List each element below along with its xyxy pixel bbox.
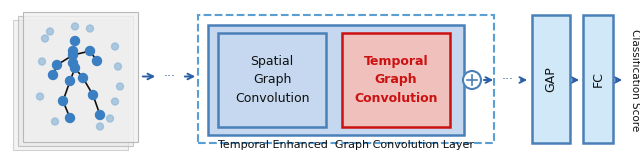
Text: Classification Score: Classification Score (630, 29, 640, 131)
Bar (583, 15, 613, 143)
Bar (13, 19, 127, 149)
Bar (532, 15, 570, 143)
Text: Temporal
Graph
Convolution: Temporal Graph Convolution (355, 54, 438, 106)
Bar (218, 33, 326, 127)
Circle shape (79, 73, 88, 82)
Bar (208, 25, 464, 135)
Circle shape (68, 58, 77, 67)
Circle shape (86, 25, 93, 32)
Circle shape (116, 83, 124, 90)
Circle shape (42, 35, 49, 42)
Bar (198, 15, 494, 143)
Text: Temporal Enhanced  Graph Convolution Layer: Temporal Enhanced Graph Convolution Laye… (218, 140, 474, 150)
Text: Spatial
Graph
Convolution: Spatial Graph Convolution (235, 54, 309, 106)
Circle shape (47, 28, 54, 35)
Circle shape (65, 114, 74, 123)
Text: FC: FC (591, 71, 605, 87)
Circle shape (68, 47, 77, 56)
Circle shape (51, 118, 58, 125)
Text: ···: ··· (164, 70, 176, 83)
Circle shape (49, 71, 58, 80)
Circle shape (93, 56, 102, 65)
Circle shape (95, 110, 104, 119)
Bar (342, 33, 450, 127)
Text: ···: ··· (502, 73, 514, 86)
Circle shape (68, 50, 77, 60)
Circle shape (111, 43, 118, 50)
Circle shape (36, 93, 44, 100)
Circle shape (70, 63, 79, 73)
Circle shape (115, 63, 122, 70)
Circle shape (111, 98, 118, 105)
Circle shape (38, 58, 45, 65)
Circle shape (58, 97, 67, 106)
Circle shape (88, 91, 97, 99)
Bar (22, 11, 138, 142)
Circle shape (86, 47, 95, 56)
Circle shape (106, 115, 113, 122)
Text: GAP: GAP (545, 66, 557, 92)
Circle shape (463, 71, 481, 89)
Bar (17, 15, 132, 146)
Circle shape (97, 123, 104, 130)
Circle shape (52, 60, 61, 69)
Circle shape (70, 37, 79, 45)
Circle shape (65, 76, 74, 86)
Circle shape (72, 23, 79, 30)
